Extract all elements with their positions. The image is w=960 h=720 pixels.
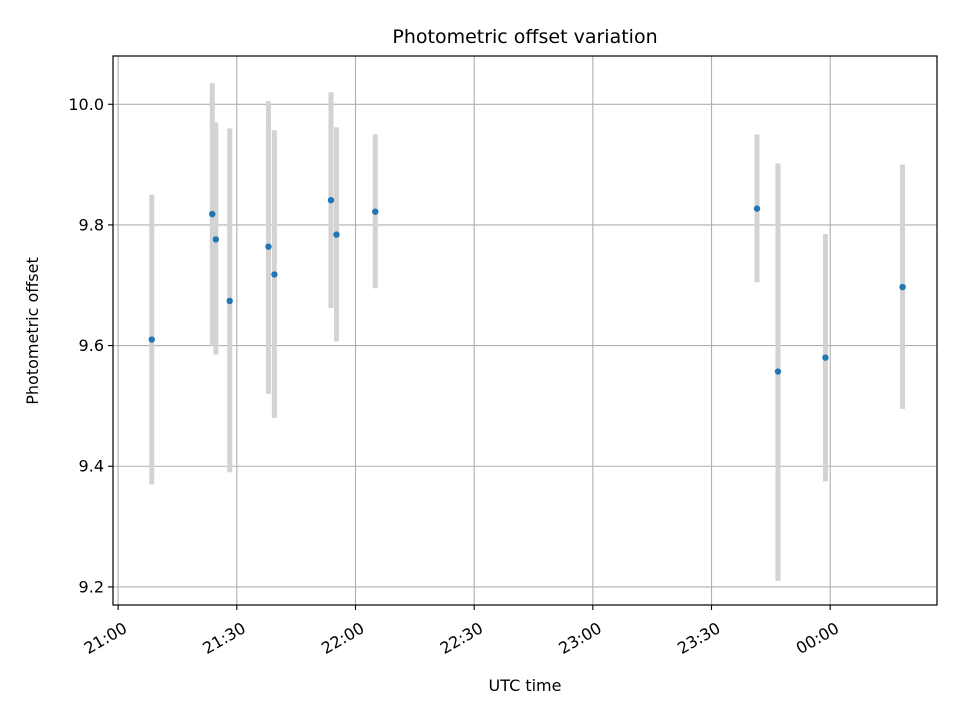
- plot-frame: [112, 55, 938, 606]
- y-axis-ticks: 9.2 9.4 9.6 9.8 10.0: [68, 95, 113, 596]
- data-point: [899, 283, 906, 291]
- data-points: [148, 196, 906, 375]
- data-point: [327, 196, 335, 204]
- chart-title: Photometric offset variation: [392, 26, 657, 48]
- data-point: [148, 336, 155, 343]
- data-point: [372, 208, 379, 215]
- data-point: [774, 368, 782, 375]
- data-point: [209, 210, 216, 218]
- grid: [113, 56, 937, 605]
- y-axis-label: Photometric offset: [23, 257, 42, 405]
- y-tick-label: 9.2: [79, 577, 104, 596]
- data-point: [333, 231, 340, 238]
- data-point: [265, 243, 272, 250]
- y-tick-label: 9.6: [79, 336, 104, 355]
- data-point: [822, 354, 829, 361]
- y-tick-label: 10.0: [68, 95, 104, 114]
- data-point: [271, 271, 278, 278]
- x-axis-label: UTC time: [489, 676, 562, 695]
- data-point: [212, 236, 220, 243]
- data-point: [753, 205, 761, 212]
- y-tick-label: 9.8: [79, 215, 104, 234]
- data-point: [226, 297, 233, 305]
- y-tick-label: 9.4: [79, 457, 104, 476]
